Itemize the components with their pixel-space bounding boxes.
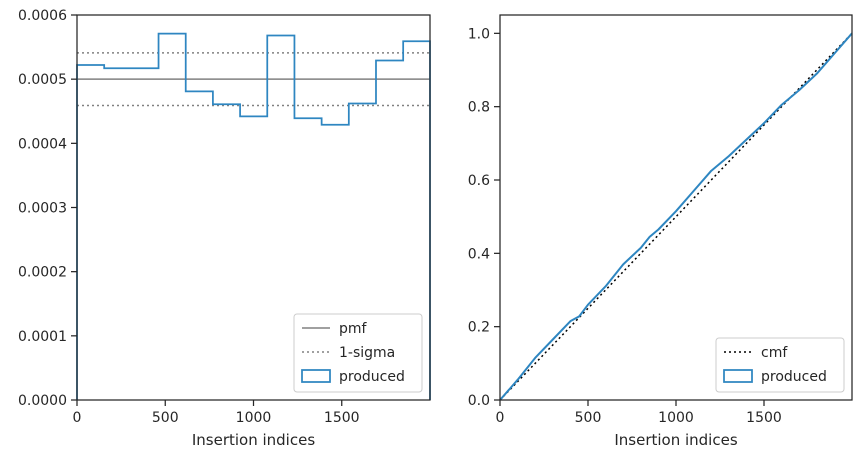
legend-marker-produced — [301, 369, 331, 383]
x-tick-label: 0 — [73, 410, 82, 426]
legend-label-produced: produced — [761, 369, 827, 385]
x-tick-label: 0 — [496, 410, 505, 426]
pmf-chart-axes: 0 500 1000 1500 0.0000 0.0001 0.0002 0.0003 0.00… — [18, 8, 431, 426]
pmf-legend-box — [293, 313, 423, 393]
y-tick-label: 0.0001 — [18, 329, 67, 345]
cmf-chart-panel: 0 500 1000 1500 0.0 0.2 0.4 0.6 0.8 1.0 Insertion… — [468, 14, 853, 449]
x-tick-label: 1000 — [236, 410, 272, 426]
y-tick-label: 0.6 — [468, 173, 490, 189]
x-tick-label: 500 — [575, 410, 602, 426]
y-tick-label: 0.0000 — [18, 393, 67, 409]
produced-histogram-step — [76, 32, 431, 400]
pmf-chart-x-axis-label: Insertion indices — [192, 431, 315, 449]
cmf-legend-box — [715, 337, 845, 393]
y-tick-label: 0.0 — [468, 393, 490, 409]
legend-label-cmf: cmf — [761, 345, 788, 361]
y-tick-label: 0.2 — [468, 320, 490, 336]
y-tick-label: 0.0004 — [18, 136, 67, 152]
pmf-chart-panel: 0 500 1000 1500 0.0000 0.0001 0.0002 0.0003 0.00… — [18, 8, 431, 449]
legend-label-1-sigma: 1-sigma — [339, 345, 395, 361]
y-tick-label: 0.0002 — [18, 265, 67, 281]
pmf-chart-legend: pmf 1-sigma produced — [293, 313, 423, 393]
y-tick-label: 0.0005 — [18, 72, 67, 88]
pmf-chart-marks — [76, 32, 431, 400]
y-tick-label: 0.0003 — [18, 201, 67, 217]
y-tick-label: 0.4 — [468, 246, 490, 262]
cmf-chart-marks — [499, 32, 853, 401]
cmf-chart-axes: 0 500 1000 1500 0.0 0.2 0.4 0.6 0.8 1.0 — [468, 14, 853, 426]
produced-cumulative-line — [499, 32, 853, 401]
x-tick-label: 500 — [152, 410, 179, 426]
y-tick-label: 0.0006 — [18, 8, 67, 24]
legend-label-pmf: pmf — [339, 321, 368, 337]
legend-label-produced: produced — [339, 369, 405, 385]
y-tick-label: 0.8 — [468, 100, 490, 116]
x-tick-label: 1000 — [658, 410, 694, 426]
y-tick-label: 1.0 — [468, 26, 490, 42]
cmf-chart-legend: cmf produced — [715, 337, 845, 393]
x-tick-label: 1500 — [324, 410, 360, 426]
legend-marker-produced — [723, 369, 753, 383]
cmf-chart-x-axis-label: Insertion indices — [614, 431, 737, 449]
x-tick-label: 1500 — [746, 410, 782, 426]
